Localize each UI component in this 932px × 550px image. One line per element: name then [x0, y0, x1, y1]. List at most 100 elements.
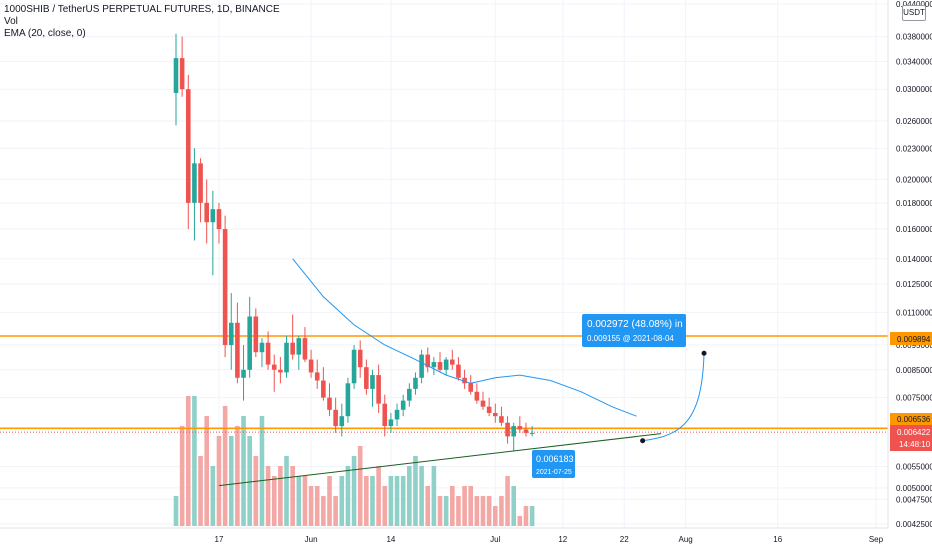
anchor-callout-line1: 0.006183 [536, 454, 574, 464]
price-tick-label: 0.0140000 [896, 255, 932, 264]
ema-line [292, 258, 637, 417]
candle-body [388, 419, 394, 427]
grid-lines [0, 0, 888, 528]
candle-body [327, 397, 332, 410]
volume-bar [480, 496, 486, 526]
candle-body [394, 409, 400, 420]
volume-bar [204, 416, 209, 526]
candle-body [419, 354, 424, 378]
candle-body [265, 342, 271, 365]
volume-bar [290, 466, 295, 526]
candle-body [437, 362, 443, 370]
hline-lower-label-text: 0.006536 [897, 415, 931, 424]
candle-body [321, 380, 326, 398]
volume-bar [351, 456, 357, 526]
projection-line[interactable] [642, 353, 705, 442]
candle-body [302, 338, 308, 360]
volume-bar [284, 456, 289, 526]
candle-body [173, 58, 179, 93]
legend-title[interactable]: 1000SHIB / TetherUS PERPETUAL FUTURES, 1… [4, 4, 280, 15]
volume-bar [505, 476, 510, 526]
price-tick-label: 0.0180000 [896, 199, 932, 208]
time-tick-label: Jun [305, 535, 318, 544]
target-callout[interactable]: 0.002972 (48.08%) in 10d 0.009155 @ 2021… [582, 314, 702, 347]
volume-bar [364, 476, 369, 526]
volume-bar [228, 436, 234, 526]
candle-body [216, 209, 222, 230]
volume-bar [456, 496, 461, 526]
candle-body [382, 403, 388, 427]
currency-button[interactable]: USDT [902, 5, 926, 21]
support-trend-line[interactable] [218, 433, 662, 487]
volume-bar [296, 476, 302, 526]
candle-body [198, 163, 203, 203]
volume-bar [517, 516, 523, 526]
projection-start-point [640, 438, 646, 444]
price-tick-label: 0.0050000 [896, 484, 932, 493]
volume-bar [394, 476, 400, 526]
volume-bar [253, 456, 259, 526]
volume-bar [523, 506, 529, 526]
volume-bar [443, 496, 449, 526]
horizontal-price-lines[interactable] [0, 335, 888, 429]
anchor-callout[interactable]: 0.006183 2021-07-25 [532, 450, 575, 478]
volume-bar [529, 506, 535, 526]
time-axis-area[interactable] [0, 528, 888, 550]
candle-body [222, 229, 228, 346]
volume-bar [419, 466, 424, 526]
volume-bar [511, 486, 516, 526]
price-tick-label: 0.0300000 [896, 85, 932, 94]
candle-body [284, 342, 289, 373]
chart-legend: 1000SHIB / TetherUS PERPETUAL FUTURES, 1… [4, 4, 280, 40]
volume-bar [314, 486, 320, 526]
volume-bar [474, 496, 480, 526]
volume-bar [278, 466, 283, 526]
candle-body [462, 377, 467, 384]
price-tick-label: 0.0230000 [896, 144, 932, 153]
volume-bar [192, 396, 197, 526]
candle-body [339, 416, 345, 427]
volume-bar [345, 466, 351, 526]
volume-bar [468, 486, 474, 526]
candle-body [486, 406, 492, 413]
hline-lower-label: 0.006536 [890, 413, 932, 425]
volume-bar [235, 426, 240, 526]
time-tick-label: Aug [679, 535, 693, 544]
candle-body [308, 359, 314, 373]
price-tick-label: 0.0110000 [896, 308, 932, 317]
volume-bar [382, 486, 388, 526]
anchor-callout-line2: 2021-07-25 [536, 469, 572, 476]
volume-bar [376, 466, 381, 526]
volume-bar [437, 496, 443, 526]
candle-body [529, 432, 535, 434]
candle-body [450, 359, 455, 365]
volume-bar [450, 486, 455, 526]
target-callout-line1: 0.002972 (48.08%) in 10d [587, 319, 702, 330]
volume-bar [499, 496, 504, 526]
volume-bar [222, 406, 228, 526]
price-tick-label: 0.0380000 [896, 33, 932, 42]
candle-body [228, 322, 234, 346]
price-tick-label: 0.0042500 [896, 520, 932, 529]
volume-bar [413, 456, 418, 526]
price-tick-label: 0.0440000 [896, 0, 932, 9]
candle-body [357, 349, 363, 368]
candle-body [511, 426, 516, 437]
volume-bar [357, 446, 363, 526]
legend-ema[interactable]: EMA (20, close, 0) [4, 28, 86, 39]
countdown-label-text: 14:48:10 [899, 440, 931, 449]
candle-body [413, 377, 418, 389]
candle-body [235, 322, 240, 378]
volume-bar [327, 476, 332, 526]
candle-body [443, 359, 449, 370]
candle-body [179, 58, 185, 90]
volume-bar [173, 496, 179, 526]
price-tick-label: 0.0340000 [896, 57, 932, 66]
legend-volume[interactable]: Vol [4, 16, 18, 27]
candle-body [364, 367, 369, 389]
candle-body [523, 429, 529, 433]
candle-body [314, 372, 320, 381]
volume-bar [271, 476, 277, 526]
candlesticks [173, 33, 535, 452]
